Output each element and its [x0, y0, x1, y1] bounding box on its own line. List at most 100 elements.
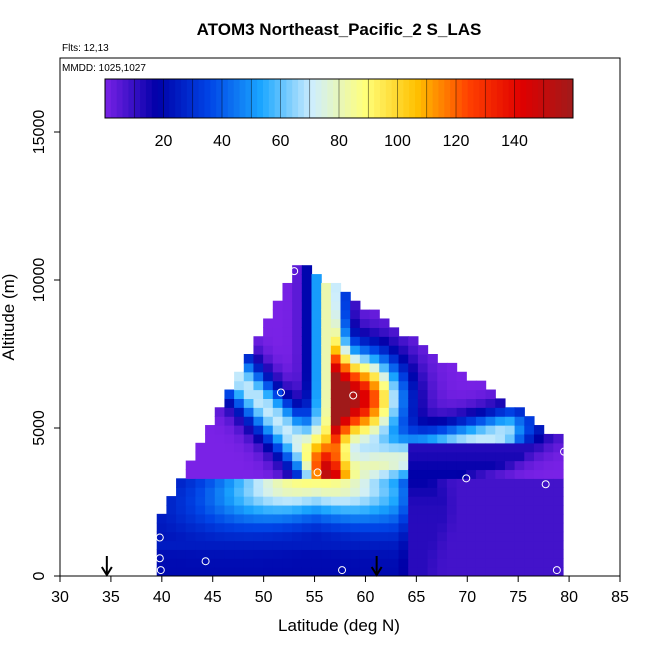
heatmap-cell [350, 380, 361, 391]
heatmap-cell [330, 478, 342, 488]
heatmap-cell [495, 398, 506, 408]
heatmap-cell [330, 487, 342, 497]
heatmap-cell [263, 354, 274, 364]
heatmap-cell [156, 549, 167, 559]
heatmap-cell [282, 291, 293, 302]
heatmap-cell [398, 469, 409, 479]
heatmap-cell [224, 540, 235, 550]
heatmap-cell [417, 567, 429, 576]
heatmap-cell [359, 354, 371, 364]
heatmap-cell [311, 513, 322, 524]
heatmap-cell [340, 469, 351, 479]
heatmap-cell [437, 416, 448, 426]
heatmap-cell [253, 407, 264, 417]
heatmap-cell [369, 460, 380, 471]
heatmap-cell [205, 425, 216, 435]
heatmap-cell [466, 451, 477, 462]
heatmap-cell [437, 362, 448, 373]
heatmap-cell [417, 380, 429, 391]
heatmap-cell [214, 416, 226, 426]
heatmap-cell [301, 496, 313, 506]
colorbar-swatch [409, 79, 416, 118]
heatmap-cell [466, 460, 477, 471]
heatmap-cell [263, 460, 274, 471]
heatmap-cell [446, 380, 458, 391]
heatmap-cell [253, 380, 264, 391]
heatmap-cell [475, 478, 487, 488]
heatmap-cell [408, 451, 419, 462]
heatmap-cell [398, 354, 409, 364]
heatmap-cell [282, 433, 293, 444]
heatmap-cell [475, 567, 487, 576]
heatmap-cell [379, 549, 390, 559]
heatmap-cell [398, 345, 409, 355]
heatmap-cell [427, 362, 438, 373]
heatmap-cell [533, 549, 545, 559]
heatmap-cell [388, 336, 400, 346]
heatmap-cell [398, 371, 409, 382]
heatmap-cell [330, 513, 342, 524]
heatmap-cell [466, 433, 477, 444]
x-tick-label: 55 [306, 589, 324, 606]
colorbar-swatch [420, 79, 428, 118]
heatmap-cell [408, 345, 419, 355]
heatmap-cell [224, 558, 235, 568]
heatmap-cell [292, 389, 303, 399]
heatmap-cell [311, 327, 322, 337]
heatmap-cell [427, 531, 438, 542]
heatmap-cell [205, 540, 216, 550]
heatmap-cell [475, 442, 487, 453]
heatmap-cell [524, 522, 535, 533]
heatmap-cell [282, 567, 293, 576]
heatmap-cell [408, 380, 419, 391]
heatmap-cell [369, 442, 380, 453]
heatmap-cell [272, 549, 284, 559]
heatmap-cell [214, 442, 226, 453]
colorbar-swatch [245, 79, 252, 118]
heatmap-cell [398, 487, 409, 497]
heatmap-cell [524, 496, 535, 506]
heatmap-cell [176, 540, 187, 550]
heatmap-cell [533, 513, 545, 524]
heatmap-cell [427, 389, 438, 399]
heatmap-cell [533, 496, 545, 506]
heatmap-cell [224, 549, 235, 559]
heatmap-cell [214, 433, 226, 444]
heatmap-cell [311, 442, 322, 453]
colorbar-swatch [496, 79, 504, 118]
colorbar-swatch [549, 79, 556, 118]
heatmap-cell [311, 567, 322, 576]
heatmap-cell [272, 469, 284, 479]
heatmap-cell [234, 522, 245, 533]
heatmap-cell [350, 362, 361, 373]
heatmap-cell [543, 451, 554, 462]
colorbar-swatch [251, 79, 258, 118]
heatmap-cell [456, 504, 467, 515]
heatmap-cell [359, 398, 371, 408]
heatmap-cell [282, 416, 293, 426]
heatmap-cell [272, 531, 284, 542]
heatmap-cell [437, 558, 448, 568]
heatmap-cell [282, 460, 293, 471]
heatmap-cell [243, 433, 255, 444]
heatmap-cell [437, 567, 448, 576]
colorbar-swatch [339, 79, 346, 118]
sample-point [313, 468, 322, 477]
heatmap-cell [427, 354, 438, 364]
heatmap-cell [272, 451, 284, 462]
heatmap-cell [282, 371, 293, 382]
heatmap-cell [398, 416, 409, 426]
heatmap-cell [524, 531, 535, 542]
heatmap-cell [359, 416, 371, 426]
heatmap-cell [272, 567, 284, 576]
heatmap-cell [195, 451, 206, 462]
heatmap-cell [330, 327, 342, 337]
heatmap-cell [253, 540, 264, 550]
heatmap-cell [263, 531, 274, 542]
heatmap-cell [446, 460, 458, 471]
heatmap-cell [301, 389, 313, 399]
heatmap-cell [388, 504, 400, 515]
heatmap-cell [398, 478, 409, 488]
heatmap-cell [466, 407, 477, 417]
heatmap-cell [388, 327, 400, 337]
